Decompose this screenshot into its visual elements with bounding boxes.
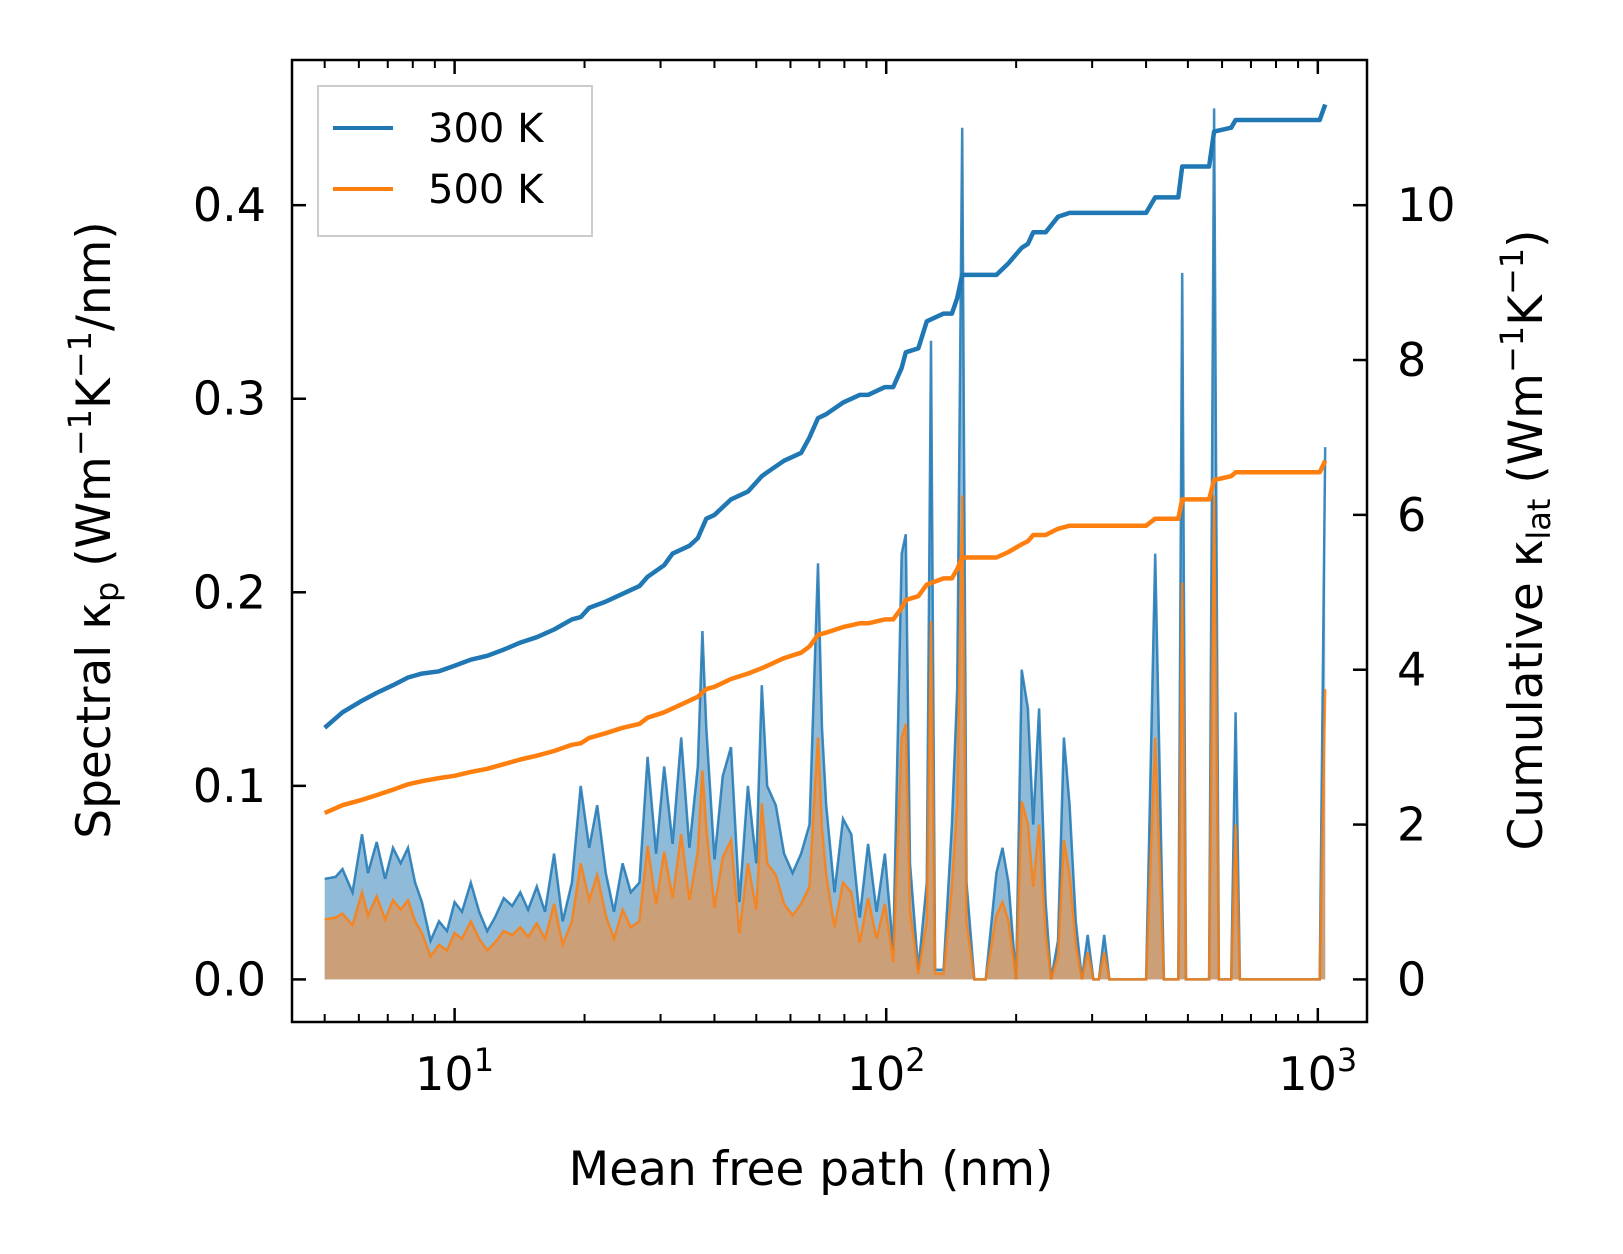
y-right-tick-label: 6 — [1397, 488, 1426, 542]
cumulative-line-500k — [323, 459, 1328, 816]
y-axis-label-left: Spectral κp (Wm−1K−1/nm) — [61, 221, 126, 838]
cumulative-line-300k — [323, 103, 1328, 730]
x-tick-label: 103 — [1278, 1041, 1357, 1101]
y-right-tick-label: 2 — [1397, 798, 1426, 852]
tick-label-layer: 101 102 103 0.0 0.1 0.2 0.3 0.4 0 2 4 6 8 10 — [193, 178, 1456, 1101]
legend-box — [317, 85, 593, 237]
y-left-tick-label: 0.2 — [193, 565, 266, 619]
x-axis-label: Mean free path (nm) — [569, 1142, 1054, 1197]
y-left-tick-label: 0.1 — [193, 759, 266, 813]
x-tick-label: 102 — [847, 1041, 926, 1101]
y-axis-label-right: Cumulative κlat (Wm−1K−1) — [1493, 229, 1558, 850]
tick-layer — [292, 60, 1367, 1022]
spectral-line-500k — [324, 495, 1327, 981]
x-tick-label: 101 — [415, 1041, 494, 1101]
legend-label-500k: 500 K — [428, 167, 545, 213]
plot-frame — [290, 58, 1369, 1024]
y-right-tick-label: 0 — [1397, 952, 1426, 1006]
cumulative-line-layer — [323, 103, 1328, 816]
y-right-tick-label: 8 — [1397, 333, 1426, 387]
y-left-tick-label: 0.3 — [193, 372, 266, 426]
y-left-tick-label: 0.4 — [193, 178, 266, 232]
y-left-tick-label: 0.0 — [193, 952, 266, 1006]
legend-label-300k: 300 K — [428, 106, 545, 152]
legend: 300 K 500 K — [317, 85, 593, 237]
spectral-fill-500k — [324, 495, 1326, 980]
y-right-tick-label: 10 — [1397, 178, 1456, 232]
y-right-tick-label: 4 — [1397, 643, 1426, 697]
spectral-line-layer — [324, 108, 1327, 981]
spectral-line-300k — [324, 108, 1327, 981]
